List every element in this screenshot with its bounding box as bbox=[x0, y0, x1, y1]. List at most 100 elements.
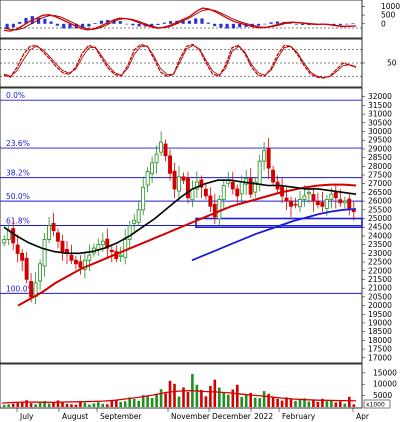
volume-bar bbox=[334, 402, 338, 407]
price-tick-label: 28500 bbox=[368, 153, 392, 162]
volume-bar bbox=[83, 402, 87, 407]
price-tick-label: 17000 bbox=[368, 353, 392, 362]
volume-bar bbox=[325, 401, 329, 407]
price-tick-label: 26000 bbox=[368, 197, 392, 206]
macd-hist-bar bbox=[93, 23, 97, 24]
price-tick-label: 30000 bbox=[368, 127, 392, 136]
candle-body bbox=[244, 178, 249, 185]
volume-bar bbox=[43, 401, 46, 407]
candle-body bbox=[42, 238, 47, 267]
candle-body bbox=[208, 195, 213, 207]
candle-body bbox=[109, 249, 114, 252]
volume-bar bbox=[303, 398, 306, 407]
candle-body bbox=[15, 244, 20, 254]
price-tick-label: 25500 bbox=[368, 205, 392, 214]
volume-bar bbox=[141, 395, 145, 407]
macd-hist-bar bbox=[275, 21, 279, 24]
price-tick-label: 23000 bbox=[368, 249, 392, 258]
volume-bar bbox=[200, 389, 203, 407]
volume-bar bbox=[285, 397, 288, 407]
candle-body bbox=[221, 185, 226, 200]
candle-body bbox=[235, 188, 240, 197]
candle-body bbox=[338, 199, 343, 204]
candle-body bbox=[118, 254, 123, 257]
volume-bar bbox=[115, 399, 118, 407]
price-panel: 0.0% 23.6% 38.2% 50.0% 61.8% 100.0% 320003150… bbox=[0, 87, 392, 364]
price-axis: 3200031500310003050030000295002900028500… bbox=[362, 92, 392, 362]
fib-level-label: 0.0% bbox=[6, 91, 25, 100]
candle-body bbox=[69, 254, 74, 261]
time-tick-label: December bbox=[212, 412, 252, 421]
candle-body bbox=[127, 225, 132, 240]
volume-bar bbox=[20, 401, 24, 407]
price-tick-label: 24000 bbox=[368, 231, 392, 240]
volume-bar bbox=[7, 404, 10, 407]
macd-tick-label: 500 bbox=[381, 11, 396, 20]
volume-bar bbox=[209, 386, 212, 407]
macd-hist-bar bbox=[55, 23, 59, 26]
candle-body bbox=[266, 148, 271, 169]
price-tick-label: 23500 bbox=[368, 240, 392, 249]
volume-ma-line bbox=[1, 389, 357, 404]
macd-hist-bar bbox=[125, 23, 129, 25]
candle-body bbox=[78, 261, 83, 268]
macd-hist-bar bbox=[11, 23, 15, 28]
candle-body bbox=[176, 176, 181, 192]
candle-body bbox=[199, 179, 204, 188]
candle-body bbox=[2, 238, 7, 244]
volume-bar bbox=[348, 396, 351, 408]
time-tick-label: 2022 bbox=[254, 412, 273, 421]
volume-ma bbox=[1, 389, 357, 404]
stochastic-k-line bbox=[3, 43, 357, 79]
fib-level-label: 100.0% bbox=[6, 284, 35, 293]
stochastic-lines bbox=[3, 43, 357, 79]
macd-hist-bar bbox=[156, 23, 160, 25]
time-tick-label: Apr bbox=[356, 412, 370, 421]
price-tick-label: 32000 bbox=[368, 92, 392, 101]
volume-bar bbox=[38, 402, 42, 407]
volume-bar bbox=[173, 383, 176, 407]
volume-unit-box bbox=[363, 399, 391, 409]
macd-hist-bar bbox=[181, 20, 185, 24]
volume-bar bbox=[330, 400, 333, 407]
candle-body bbox=[320, 202, 325, 207]
price-tick-label: 19500 bbox=[368, 310, 392, 319]
volume-bar bbox=[231, 389, 235, 407]
volume-bar bbox=[56, 400, 60, 407]
macd-hist-bar bbox=[263, 23, 267, 25]
macd-hist-bar bbox=[345, 23, 349, 25]
price-tick-label: 18000 bbox=[368, 336, 392, 345]
candle-body bbox=[163, 143, 168, 157]
macd-hist-bar bbox=[43, 18, 47, 24]
volume-bar bbox=[195, 384, 199, 407]
volume-bar bbox=[343, 403, 347, 407]
volume-bar bbox=[34, 404, 37, 407]
candle-body bbox=[20, 252, 25, 261]
candle-body bbox=[347, 198, 352, 209]
moving-averages bbox=[3, 179, 357, 307]
stochastic-levels bbox=[0, 49, 362, 77]
macd-hist-bar bbox=[49, 21, 53, 24]
candle-body bbox=[172, 170, 177, 190]
volume-bar bbox=[352, 404, 356, 407]
candle-body bbox=[141, 186, 146, 211]
price-tick-label: 20000 bbox=[368, 301, 392, 310]
candle-body bbox=[351, 209, 356, 212]
candle-body bbox=[11, 228, 16, 244]
volume-bar bbox=[271, 396, 275, 408]
time-tick-label: August bbox=[62, 412, 88, 421]
volume-bar bbox=[294, 400, 297, 407]
volume-bar bbox=[240, 397, 243, 407]
volume-axis: 15000 10000 5000 bbox=[362, 368, 397, 400]
volume-bar bbox=[123, 401, 127, 407]
macd-hist-bar bbox=[206, 22, 210, 24]
price-tick-label: 26500 bbox=[368, 188, 392, 197]
volume-bar bbox=[155, 393, 158, 407]
time-tick-label: September bbox=[100, 412, 142, 421]
candle-body bbox=[100, 240, 105, 246]
volume-bar bbox=[339, 401, 342, 407]
volume-bar bbox=[312, 400, 315, 407]
macd-hist-bar bbox=[106, 20, 110, 24]
